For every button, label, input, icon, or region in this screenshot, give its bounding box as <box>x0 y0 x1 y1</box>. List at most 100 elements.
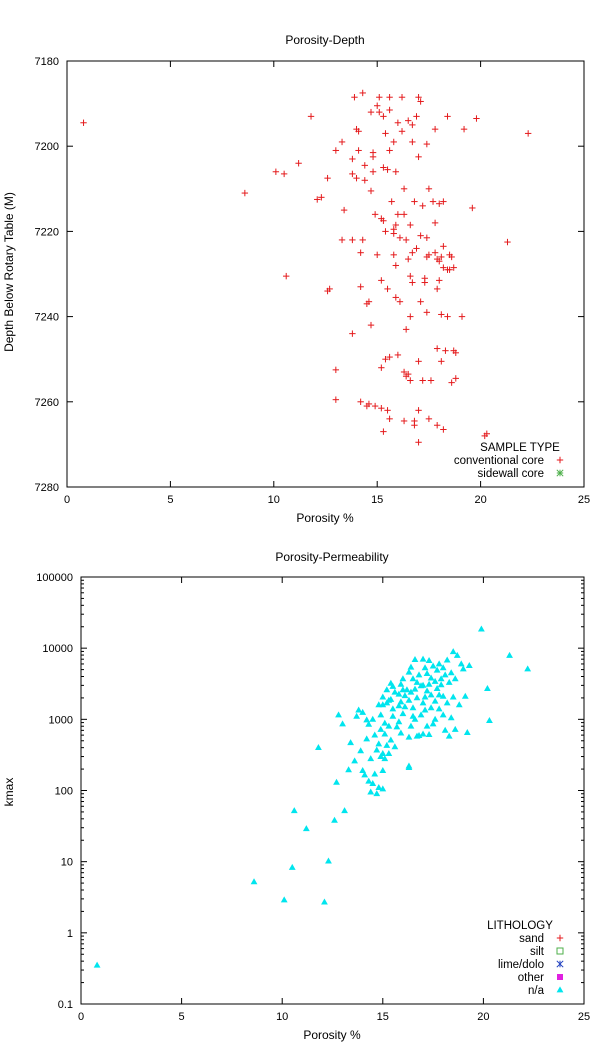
data-point <box>419 202 426 210</box>
data-point <box>325 857 332 864</box>
data-point <box>425 680 433 687</box>
data-point <box>379 767 387 774</box>
data-point <box>484 685 491 692</box>
data-point <box>407 272 414 280</box>
data-point <box>399 675 407 682</box>
data-point <box>438 311 445 318</box>
data-point <box>280 170 288 178</box>
data-point <box>469 204 476 212</box>
data-point <box>386 415 393 423</box>
axis-ticks: 0 5 10 15 20 25 0.1 1 10 100 1000 10000 100000 <box>36 572 590 1023</box>
data-point <box>440 426 447 433</box>
data-point <box>290 807 298 814</box>
data-point <box>378 277 385 284</box>
data-point <box>439 692 447 699</box>
data-point <box>367 788 375 795</box>
data-point <box>405 668 413 675</box>
x-tick-label: 10 <box>268 494 280 506</box>
data-point <box>392 262 400 269</box>
data-point <box>415 671 423 678</box>
data-point <box>407 313 414 320</box>
data-point <box>409 704 417 711</box>
data-point <box>447 714 455 721</box>
legend-title: LITHOLOGY <box>487 920 553 932</box>
data-point <box>283 272 290 280</box>
data-point <box>407 221 414 229</box>
data-point <box>363 716 371 723</box>
data-point <box>365 298 373 305</box>
data-point <box>423 309 431 316</box>
data-point <box>384 407 391 414</box>
data-point <box>359 708 367 715</box>
data-point <box>333 778 340 785</box>
data-point <box>383 741 391 748</box>
data-point <box>332 396 340 403</box>
y-tick-label: 100000 <box>36 572 73 584</box>
data-point <box>425 731 433 738</box>
data-point <box>400 185 408 192</box>
data-point <box>93 961 101 968</box>
data-point <box>441 671 449 678</box>
data-point <box>401 692 409 699</box>
x-tick-label: 25 <box>578 494 590 506</box>
data-point <box>419 377 426 384</box>
y-axis-label: Depth Below Rotary Table (M) <box>2 192 16 352</box>
data-point <box>371 211 379 218</box>
y-tick-label: 7260 <box>35 397 59 409</box>
data-point <box>411 715 419 722</box>
data-point <box>405 763 413 770</box>
data-point <box>307 113 315 120</box>
data-points <box>93 625 532 968</box>
data-point <box>396 234 404 241</box>
data-point <box>433 666 441 673</box>
data-point <box>457 660 465 667</box>
data-point <box>425 251 433 259</box>
data-point <box>295 160 302 167</box>
data-point <box>371 402 379 410</box>
data-point <box>409 279 416 286</box>
data-point <box>409 138 416 146</box>
data-point <box>433 685 441 692</box>
data-point <box>524 130 532 137</box>
data-point <box>388 198 395 205</box>
data-point <box>280 896 288 903</box>
data-point <box>419 730 427 737</box>
data-point <box>506 651 513 658</box>
legend-label: silt <box>530 946 545 958</box>
data-point <box>524 665 532 672</box>
data-point <box>369 780 377 787</box>
data-point <box>376 94 383 101</box>
data-point <box>373 746 381 753</box>
data-point <box>411 198 418 205</box>
data-point <box>447 669 455 676</box>
data-point <box>438 253 445 261</box>
data-point <box>421 279 428 286</box>
data-point <box>392 221 400 229</box>
data-point <box>373 790 381 797</box>
data-point <box>383 686 391 693</box>
data-point <box>355 128 362 135</box>
legend-label: conventional core <box>454 455 544 467</box>
x-tick-label: 15 <box>371 494 383 506</box>
data-point <box>438 358 445 365</box>
data-point <box>351 94 358 101</box>
data-point <box>433 422 441 429</box>
data-point <box>395 690 403 697</box>
x-tick-label: 5 <box>179 1011 185 1023</box>
data-point <box>395 718 403 725</box>
data-point <box>405 733 413 740</box>
legend-marker <box>556 469 564 477</box>
legend-marker <box>556 456 564 464</box>
data-point <box>403 686 411 693</box>
data-point <box>446 266 453 273</box>
data-point <box>458 313 466 320</box>
data-point <box>382 130 389 137</box>
data-point <box>387 695 395 702</box>
data-point <box>398 94 406 101</box>
data-point <box>347 739 355 746</box>
data-point <box>425 185 433 192</box>
data-point <box>444 313 451 320</box>
data-point <box>386 106 393 114</box>
data-point <box>439 711 447 718</box>
